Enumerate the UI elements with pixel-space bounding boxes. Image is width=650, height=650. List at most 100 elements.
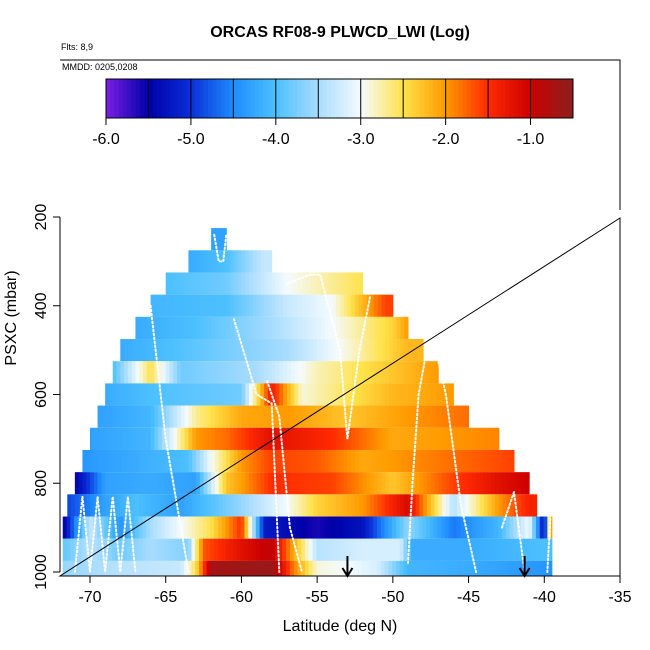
heatmap-cell xyxy=(233,516,238,539)
heatmap-cell xyxy=(158,339,163,362)
heatmap-cell xyxy=(271,339,276,362)
heatmap-cell xyxy=(332,383,337,406)
heatmap-cell xyxy=(188,361,193,384)
heatmap-cell xyxy=(264,427,269,450)
heatmap-cell xyxy=(498,516,503,539)
heatmap-cell xyxy=(342,516,348,539)
heatmap-cell xyxy=(211,361,216,384)
heatmap-cell xyxy=(112,472,117,495)
heatmap-cell xyxy=(370,361,375,384)
heatmap-cell xyxy=(260,472,265,495)
heatmap-cell xyxy=(453,472,458,495)
heatmap-cell xyxy=(298,405,303,428)
heatmap-cell xyxy=(143,383,148,406)
heatmap-cell xyxy=(362,383,367,406)
heatmap-cell xyxy=(385,383,390,406)
heatmap-cell xyxy=(324,427,329,450)
heatmap-cell xyxy=(472,472,477,495)
heatmap-cell xyxy=(135,427,140,450)
heatmap-cell xyxy=(358,361,364,384)
colorbar-cell xyxy=(560,79,565,118)
heatmap-cell xyxy=(206,560,211,576)
heatmap-cell xyxy=(180,405,186,428)
colorbar-cell xyxy=(441,79,447,118)
heatmap-cell xyxy=(146,339,152,362)
heatmap-cell xyxy=(305,560,310,576)
heatmap-cell xyxy=(320,494,326,517)
heatmap-cell xyxy=(324,383,329,406)
heatmap-cell xyxy=(241,383,246,406)
colorbar-cell xyxy=(318,79,323,118)
heatmap-cell xyxy=(214,472,220,495)
heatmap-cell xyxy=(101,472,106,495)
heatmap-cell xyxy=(301,516,306,539)
heatmap-cell xyxy=(256,250,261,273)
colorbar-cell xyxy=(420,79,425,118)
heatmap-cell xyxy=(438,472,443,495)
heatmap-cell xyxy=(199,361,205,384)
heatmap-cell xyxy=(400,383,405,406)
heatmap-cell xyxy=(275,272,280,295)
colorbar-cell xyxy=(339,79,345,118)
heatmap-cell xyxy=(217,560,223,576)
heatmap-cell xyxy=(509,516,514,539)
heatmap-cell xyxy=(385,339,390,362)
heatmap-cell xyxy=(471,560,476,576)
heatmap-cell xyxy=(324,272,329,295)
heatmap-cell xyxy=(279,383,284,406)
heatmap-cell xyxy=(226,494,231,517)
heatmap-cell xyxy=(157,538,162,561)
heatmap-cell xyxy=(241,250,246,273)
heatmap-cell xyxy=(347,383,352,406)
colorbar-cell xyxy=(556,79,561,118)
heatmap-cell xyxy=(445,427,451,450)
heatmap-cell xyxy=(161,516,166,539)
heatmap-cell xyxy=(123,560,128,576)
heatmap-cell xyxy=(395,538,401,561)
colorbar-cell xyxy=(415,79,421,118)
heatmap-cell xyxy=(196,405,201,428)
heatmap-cell xyxy=(161,294,167,317)
heatmap-cell xyxy=(445,405,451,428)
heatmap-cell xyxy=(355,339,360,362)
heatmap-cell xyxy=(127,339,133,362)
heatmap-cell xyxy=(423,361,428,384)
heatmap-cell xyxy=(449,383,454,406)
colorbar-cell xyxy=(258,79,264,118)
heatmap-cell xyxy=(100,560,105,576)
heatmap-cell xyxy=(434,427,439,450)
heatmap-cell xyxy=(245,405,250,428)
heatmap-cell xyxy=(233,383,239,406)
heatmap-cell xyxy=(286,339,292,362)
heatmap-cell xyxy=(264,250,269,273)
heatmap-cell xyxy=(464,405,470,428)
heatmap-cell xyxy=(199,339,205,362)
heatmap-cell xyxy=(362,494,367,517)
heatmap-cell xyxy=(211,449,216,473)
heatmap-cell xyxy=(256,294,261,317)
colorbar-cell xyxy=(551,79,557,118)
heatmap-cell xyxy=(483,472,488,495)
heatmap-cell xyxy=(222,250,227,273)
heatmap-cell xyxy=(90,472,95,495)
heatmap-cell xyxy=(271,272,276,295)
heatmap-cell xyxy=(317,494,322,517)
heatmap-cell xyxy=(199,427,205,450)
heatmap-cell xyxy=(302,294,307,317)
heatmap-cell xyxy=(203,427,208,450)
heatmap-cell xyxy=(97,405,102,428)
heatmap-cell xyxy=(245,494,250,517)
heatmap-cell xyxy=(229,516,234,539)
heatmap-cell xyxy=(150,449,155,473)
heatmap-cell xyxy=(520,560,526,576)
heatmap-cell xyxy=(207,472,212,495)
heatmap-cell xyxy=(464,538,469,561)
heatmap-cell xyxy=(252,272,258,295)
heatmap-cell xyxy=(187,560,192,576)
heatmap-cell xyxy=(153,538,158,561)
heatmap-cell xyxy=(241,405,246,428)
x-tick-label: -65 xyxy=(154,589,177,606)
heatmap-cell xyxy=(294,494,299,517)
heatmap-cell xyxy=(479,538,484,561)
heatmap-cell xyxy=(127,361,133,384)
